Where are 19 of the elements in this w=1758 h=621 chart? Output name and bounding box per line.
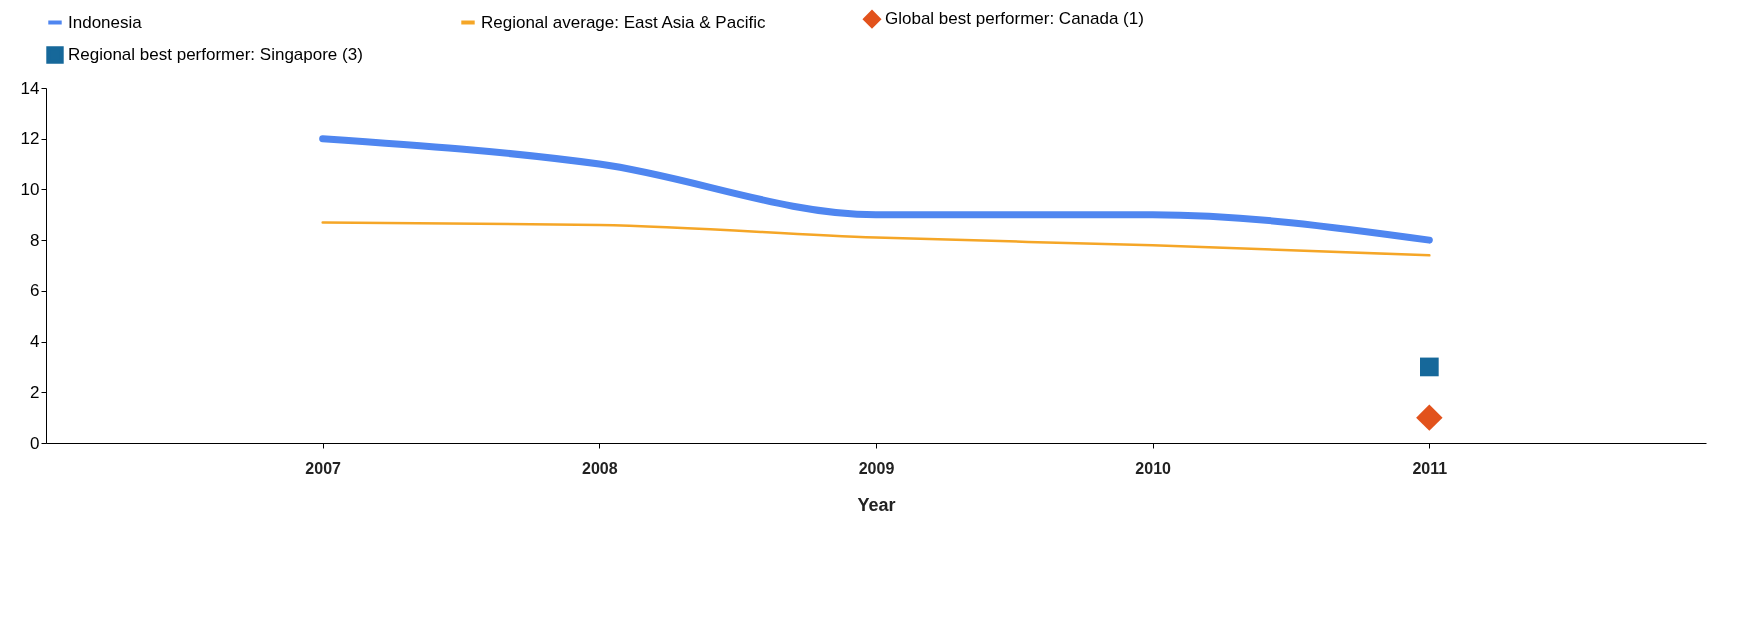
y-tick-label: 10 — [20, 179, 40, 199]
y-tick-label: 8 — [30, 230, 40, 250]
legend-label: Indonesia — [68, 12, 143, 32]
legend-label: Global best performer: Canada (1) — [885, 9, 1144, 29]
y-tick-label: 12 — [20, 129, 40, 149]
legend-label: Regional best performer: Singapore (3) — [68, 45, 363, 64]
y-tick-label: 14 — [20, 78, 40, 98]
y-tick-label: 6 — [30, 281, 40, 301]
x-tick-label: 2007 — [305, 459, 342, 477]
x-tick-label: 2009 — [858, 459, 895, 477]
legend-label: Regional average: East Asia & Pacific — [481, 12, 766, 32]
x-tick-label: 2010 — [1135, 459, 1172, 477]
x-axis-title: Year — [857, 494, 896, 515]
line-series — [321, 221, 1431, 257]
x-tick-label: 2011 — [1412, 459, 1448, 477]
y-tick-label: 2 — [30, 382, 40, 402]
y-tick-label: 0 — [30, 433, 40, 453]
y-tick-label: 4 — [30, 332, 40, 352]
x-tick-label: 2008 — [582, 459, 618, 477]
